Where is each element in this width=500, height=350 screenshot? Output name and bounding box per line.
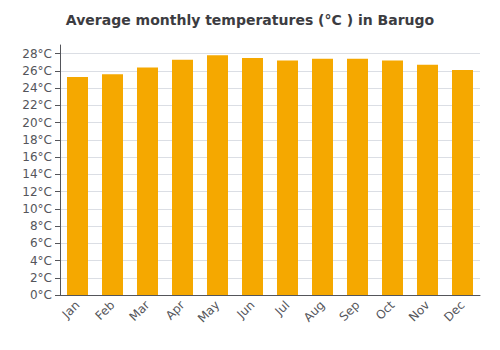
- svg-text:0°C: 0°C: [30, 288, 52, 302]
- svg-text:Aug: Aug: [301, 298, 327, 324]
- svg-text:22°C: 22°C: [22, 98, 52, 112]
- svg-text:6°C: 6°C: [30, 236, 52, 250]
- svg-text:18°C: 18°C: [22, 133, 52, 147]
- svg-text:Feb: Feb: [93, 298, 118, 323]
- svg-text:Jan: Jan: [59, 298, 83, 322]
- svg-text:Sep: Sep: [337, 298, 363, 324]
- svg-text:Nov: Nov: [406, 298, 432, 324]
- svg-text:12°C: 12°C: [22, 185, 52, 199]
- svg-text:24°C: 24°C: [22, 81, 52, 95]
- svg-text:10°C: 10°C: [22, 202, 52, 216]
- svg-text:28°C: 28°C: [22, 47, 52, 61]
- svg-text:Oct: Oct: [373, 298, 398, 323]
- svg-text:2°C: 2°C: [30, 271, 52, 285]
- svg-text:16°C: 16°C: [22, 150, 52, 164]
- svg-text:20°C: 20°C: [22, 116, 52, 130]
- svg-text:May: May: [195, 298, 222, 325]
- svg-text:Jun: Jun: [234, 298, 258, 322]
- svg-text:4°C: 4°C: [30, 254, 52, 268]
- svg-text:Average monthly temperatures (: Average monthly temperatures (°C ) in Ba…: [66, 12, 435, 28]
- svg-text:14°C: 14°C: [22, 167, 52, 181]
- svg-text:Dec: Dec: [441, 298, 467, 324]
- svg-text:Jul: Jul: [272, 298, 293, 319]
- svg-text:Apr: Apr: [163, 298, 188, 323]
- svg-text:8°C: 8°C: [30, 219, 52, 233]
- svg-text:Mar: Mar: [127, 298, 153, 324]
- svg-text:26°C: 26°C: [22, 64, 52, 78]
